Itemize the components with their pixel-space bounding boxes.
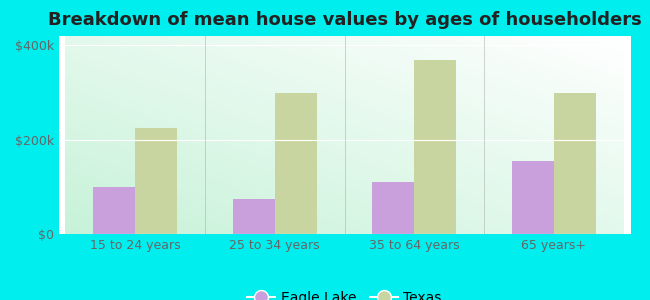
Legend: Eagle Lake, Texas: Eagle Lake, Texas (242, 285, 447, 300)
Bar (414, 60, 456, 234)
Bar (512, 161, 554, 234)
Bar (554, 93, 595, 234)
Bar (94, 187, 135, 234)
Title: Breakdown of mean house values by ages of householders: Breakdown of mean house values by ages o… (47, 11, 642, 29)
Bar (372, 182, 414, 234)
Bar (233, 199, 275, 234)
Bar (135, 128, 177, 234)
Bar (275, 93, 317, 234)
